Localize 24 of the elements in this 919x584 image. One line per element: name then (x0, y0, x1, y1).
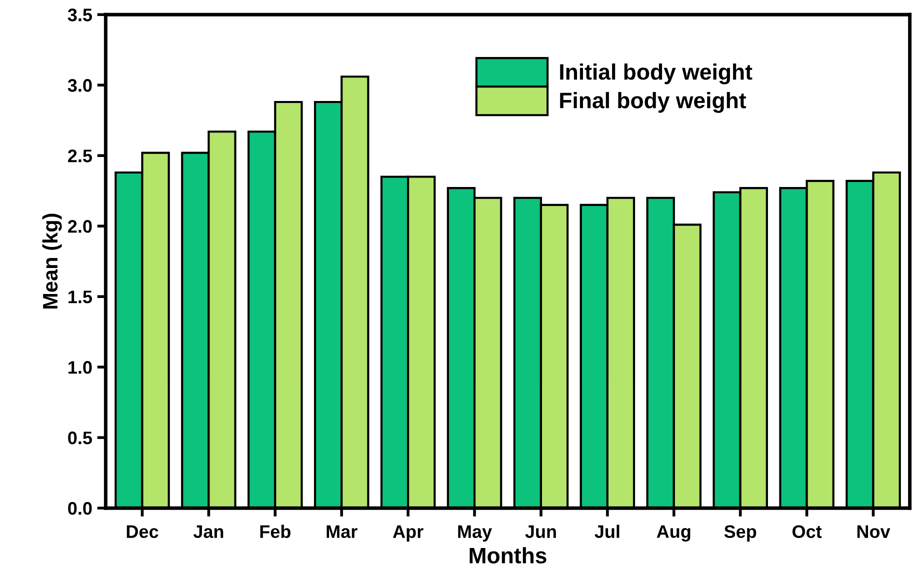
y-tick-label: 1.0 (68, 361, 92, 374)
x-axis-title: Months (470, 547, 546, 564)
y-tick-label: 2.0 (68, 220, 92, 233)
x-tick-label: Sep (724, 525, 756, 542)
x-tick-label: May (458, 525, 492, 542)
legend-label: Final body weight (560, 92, 746, 113)
x-tick-label: Apr (392, 525, 424, 542)
x-tick-label: Oct (792, 525, 822, 538)
x-tick-label: Jun (525, 525, 556, 538)
x-tick-label: Jul (594, 524, 620, 538)
x-tick-label: Jan (193, 525, 224, 538)
y-tick-label: 0.5 (68, 432, 92, 444)
y-tick-label: 0.0 (68, 502, 92, 515)
x-tick-label: Feb (260, 524, 290, 538)
y-tick-label: 1.5 (68, 290, 92, 304)
x-tick-label: Aug (656, 525, 690, 542)
legend-label: Initial body weight (560, 63, 752, 84)
y-tick-label: 3.0 (68, 79, 92, 92)
y-axis-title: Mean (kg) (42, 214, 62, 309)
y-tick-label: 3.5 (68, 8, 92, 22)
x-tick-label: Mar (326, 525, 358, 538)
x-tick-label: Dec (126, 525, 158, 538)
x-tick-label: Nov (857, 525, 890, 538)
y-tick-label: 2.5 (68, 150, 92, 162)
